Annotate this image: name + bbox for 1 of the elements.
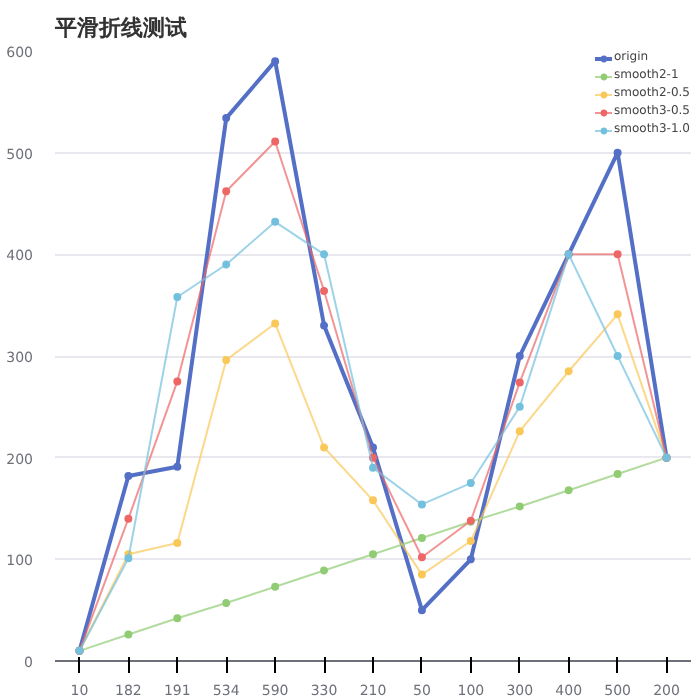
chart-title: 平滑折线测试 <box>53 15 187 41</box>
